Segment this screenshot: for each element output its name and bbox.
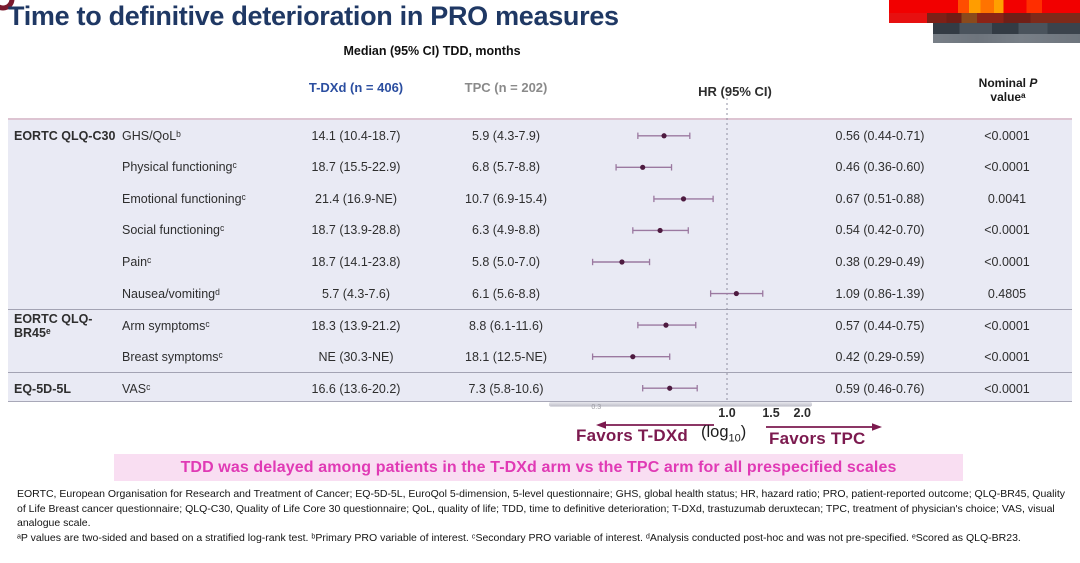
abbreviations-footnote: EORTC, European Organisation for Researc… bbox=[17, 487, 1065, 531]
notes-footnote: ᵃP values are two-sided and based on a s… bbox=[17, 531, 1065, 546]
log-note-post: ) bbox=[741, 423, 747, 441]
favors-tpc-label: Favors TPC bbox=[769, 429, 865, 449]
key-takeaway-banner: TDD was delayed among patients in the T-… bbox=[114, 454, 963, 481]
favors-tdxd-label: Favors T-DXd bbox=[576, 426, 688, 446]
log-note-pre: (log bbox=[701, 423, 729, 441]
log-note-sub: 10 bbox=[729, 432, 741, 444]
slide: Time to definitive deterioration in PRO … bbox=[0, 0, 1080, 563]
log10-axis-note: (log10) bbox=[701, 423, 746, 444]
